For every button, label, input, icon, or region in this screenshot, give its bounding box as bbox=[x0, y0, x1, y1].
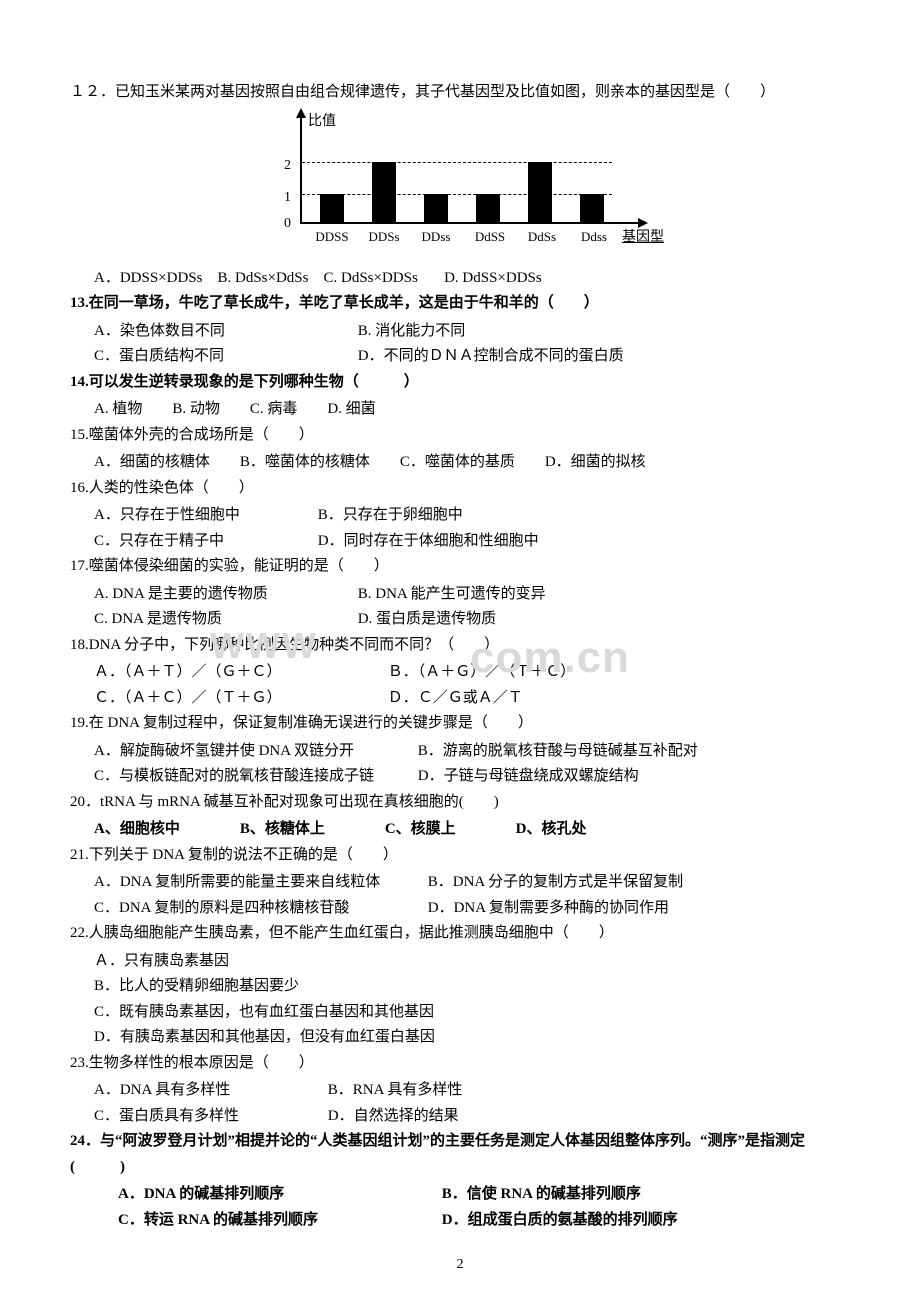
xcat-1: DDSs bbox=[360, 226, 408, 248]
q17-c: C. DNA 是遗传物质 bbox=[94, 607, 354, 633]
q19-b: B．游离的脱氧核苷酸与母链碱基互补配对 bbox=[418, 743, 698, 759]
q15-opts: A．细菌的核糖体 B．噬菌体的核糖体 C．噬菌体的基质 D．细菌的拟核 bbox=[70, 450, 850, 476]
q22-b: B．比人的受精卵细胞基因要少 bbox=[70, 974, 850, 1000]
q23-c: C．蛋白质具有多样性 bbox=[94, 1104, 324, 1130]
bar-ddss-upper1 bbox=[320, 194, 344, 222]
q19-row2: C．与模板链配对的脱氧核苷酸连接成子链 D．子链与母链盘绕成双螺旋结构 bbox=[70, 764, 850, 790]
q21-c: C．DNA 复制的原料是四种核糖核苷酸 bbox=[94, 896, 424, 922]
xcat-0: DDSS bbox=[308, 226, 356, 248]
q12-d: D. DdSS×DDSs bbox=[444, 270, 542, 286]
x-axis bbox=[300, 222, 640, 224]
q13-b: B. 消化能力不同 bbox=[358, 323, 466, 339]
q13-stem: 13.在同一草场，牛吃了草长成牛，羊吃了草长成羊，这是由于牛和羊的（ ） bbox=[70, 291, 850, 317]
q18-d: Ｄ．Ｃ／Ｇ或Ａ／Ｔ bbox=[388, 690, 523, 706]
q18-row2: Ｃ．（Ａ＋Ｃ）／（Ｔ＋Ｇ） Ｄ．Ｃ／Ｇ或Ａ／Ｔ bbox=[70, 686, 850, 712]
q21-b: B．DNA 分子的复制方式是半保留复制 bbox=[428, 874, 683, 890]
q13-c: C．蛋白质结构不同 bbox=[94, 344, 354, 370]
q23-row1: A．DNA 具有多样性 B．RNA 具有多样性 bbox=[70, 1078, 850, 1104]
q13-a: A．染色体数目不同 bbox=[94, 319, 354, 345]
q12-a: A．DDSS×DDSs bbox=[94, 270, 203, 286]
q21-d: D．DNA 复制需要多种酶的协同作用 bbox=[428, 900, 669, 916]
bar-ddss-mixed bbox=[372, 162, 396, 222]
q18-stem: 18.DNA 分子中，下列哪种比例因生物种类不同而不同？（ ） bbox=[70, 633, 850, 659]
q16-b: B．只存在于卵细胞中 bbox=[318, 507, 463, 523]
q16-c: C．只存在于精子中 bbox=[94, 529, 314, 555]
q19-c: C．与模板链配对的脱氧核苷酸连接成子链 bbox=[94, 764, 414, 790]
dash-2 bbox=[302, 162, 612, 163]
y-label: 比值 bbox=[308, 110, 336, 134]
q19-stem: 19.在 DNA 复制过程中，保证复制准确无误进行的关键步骤是（ ） bbox=[70, 711, 850, 737]
q14-stem: 14.可以发生逆转录现象的是下列哪种生物（ ） bbox=[70, 370, 850, 396]
y-arrow bbox=[296, 108, 306, 118]
q17-row2: C. DNA 是遗传物质 D. 蛋白质是遗传物质 bbox=[70, 607, 850, 633]
q16-row2: C．只存在于精子中 D．同时存在于体细胞和性细胞中 bbox=[70, 529, 850, 555]
q17-d: D. 蛋白质是遗传物质 bbox=[358, 611, 496, 627]
q21-row1: A．DNA 复制所需要的能量主要来自线粒体 B．DNA 分子的复制方式是半保留复… bbox=[70, 870, 850, 896]
q14-opts: A. 植物 B. 动物 C. 病毒 D. 细菌 bbox=[70, 397, 850, 423]
q18-c: Ｃ．（Ａ＋Ｃ）／（Ｔ＋Ｇ） bbox=[94, 686, 384, 712]
xcat-2: DDss bbox=[412, 226, 460, 248]
q24-a: A．DNA 的碱基排列顺序 bbox=[118, 1182, 438, 1208]
q21-row2: C．DNA 复制的原料是四种核糖核苷酸 D．DNA 复制需要多种酶的协同作用 bbox=[70, 896, 850, 922]
q24-d: D．组成蛋白质的氨基酸的排列顺序 bbox=[442, 1212, 678, 1228]
q21-a: A．DNA 复制所需要的能量主要来自线粒体 bbox=[94, 870, 424, 896]
q12-b: B. DdSs×DdSs bbox=[218, 270, 309, 286]
q13-d: D．不同的ＤＮＡ控制合成不同的蛋白质 bbox=[358, 348, 624, 364]
q22-stem: 22.人胰岛细胞能产生胰岛素，但不能产生血红蛋白，据此推测胰岛细胞中（ ） bbox=[70, 921, 850, 947]
q16-stem: 16.人类的性染色体（ ） bbox=[70, 476, 850, 502]
q18-row1: Ａ．（Ａ＋Ｔ）／（Ｇ＋Ｃ） Ｂ．（Ａ＋Ｇ）／（Ｔ＋Ｃ） bbox=[70, 660, 850, 686]
q19-a: A．解旋酶破坏氢键并使 DNA 双链分开 bbox=[94, 739, 414, 765]
page-number: 2 bbox=[70, 1253, 850, 1277]
q18-a: Ａ．（Ａ＋Ｔ）／（Ｇ＋Ｃ） bbox=[94, 660, 384, 686]
q24-c: C．转运 RNA 的碱基排列顺序 bbox=[118, 1208, 438, 1234]
xcat-4: DdSs bbox=[518, 226, 566, 248]
x-label: 基因型 bbox=[622, 226, 664, 250]
q12-stem: １２．已知玉米某两对基因按照自由组合规律遗传，其子代基因型及比值如图，则亲本的基… bbox=[70, 80, 850, 106]
q17-b: B. DNA 能产生可遗传的变异 bbox=[358, 586, 546, 602]
xcat-3: DdSS bbox=[466, 226, 514, 248]
q20-opts: A、细胞核中 B、核糖体上 C、核膜上 D、核孔处 bbox=[70, 817, 850, 843]
q22-a: Ａ．只有胰岛素基因 bbox=[70, 949, 850, 975]
q22-c: C．既有胰岛素基因，也有血红蛋白基因和其他基因 bbox=[70, 1000, 850, 1026]
bar-ddss-lower2 bbox=[580, 194, 604, 222]
q23-d: D．自然选择的结果 bbox=[328, 1108, 459, 1124]
q20-stem: 20．tRNA 与 mRNA 碱基互补配对现象可出现在真核细胞的( ) bbox=[70, 790, 850, 816]
q16-a: A．只存在于性细胞中 bbox=[94, 503, 314, 529]
y-axis bbox=[300, 114, 302, 224]
q17-stem: 17.噬菌体侵染细菌的实验，能证明的是（ ） bbox=[70, 554, 850, 580]
q24-stem: 24．与“阿波罗登月计划”相提并论的“人类基因组计划”的主要任务是测定人体基因组… bbox=[70, 1129, 850, 1180]
q23-stem: 23.生物多样性的根本原因是（ ） bbox=[70, 1051, 850, 1077]
q23-row2: C．蛋白质具有多样性 D．自然选择的结果 bbox=[70, 1104, 850, 1130]
chart-container: 比值 2 1 0 DDSS DDSs DDss DdSS DdSs Ddss 基… bbox=[70, 114, 850, 254]
ytick-1: 1 bbox=[284, 186, 291, 210]
q19-d: D．子链与母链盘绕成双螺旋结构 bbox=[418, 768, 639, 784]
q22-d: D．有胰岛素基因和其他基因，但没有血红蛋白基因 bbox=[70, 1025, 850, 1051]
q23-a: A．DNA 具有多样性 bbox=[94, 1078, 324, 1104]
q13-row1: A．染色体数目不同 B. 消化能力不同 bbox=[70, 319, 850, 345]
q17-a: A. DNA 是主要的遗传物质 bbox=[94, 582, 354, 608]
q18-b: Ｂ．（Ａ＋Ｇ）／（Ｔ＋Ｃ） bbox=[388, 664, 576, 680]
q16-d: D．同时存在于体细胞和性细胞中 bbox=[318, 533, 539, 549]
q24-row1: A．DNA 的碱基排列顺序 B．信使 RNA 的碱基排列顺序 bbox=[70, 1182, 850, 1208]
bar-ddss-mixed2 bbox=[528, 162, 552, 222]
genotype-chart: 比值 2 1 0 DDSS DDSs DDss DdSS DdSs Ddss 基… bbox=[250, 114, 670, 254]
bar-ddss-lower bbox=[424, 194, 448, 222]
q17-row1: A. DNA 是主要的遗传物质 B. DNA 能产生可遗传的变异 bbox=[70, 582, 850, 608]
ytick-0: 0 bbox=[284, 212, 291, 236]
q13-row2: C．蛋白质结构不同 D．不同的ＤＮＡ控制合成不同的蛋白质 bbox=[70, 344, 850, 370]
ytick-2: 2 bbox=[284, 154, 291, 178]
q21-stem: 21.下列关于 DNA 复制的说法不正确的是（ ） bbox=[70, 843, 850, 869]
dash-1 bbox=[302, 194, 612, 195]
bar-ddss-upper2 bbox=[476, 194, 500, 222]
q19-row1: A．解旋酶破坏氢键并使 DNA 双链分开 B．游离的脱氧核苷酸与母链碱基互补配对 bbox=[70, 739, 850, 765]
q24-b: B．信使 RNA 的碱基排列顺序 bbox=[442, 1186, 641, 1202]
q24-row2: C．转运 RNA 的碱基排列顺序 D．组成蛋白质的氨基酸的排列顺序 bbox=[70, 1208, 850, 1234]
xcat-5: Ddss bbox=[570, 226, 618, 248]
q15-stem: 15.噬菌体外壳的合成场所是（ ） bbox=[70, 423, 850, 449]
q12-options: A．DDSS×DDSs B. DdSs×DdSs C. DdSs×DDSs D.… bbox=[70, 266, 850, 292]
q23-b: B．RNA 具有多样性 bbox=[328, 1082, 463, 1098]
q12-c: C. DdSs×DDSs bbox=[324, 270, 418, 286]
q16-row1: A．只存在于性细胞中 B．只存在于卵细胞中 bbox=[70, 503, 850, 529]
